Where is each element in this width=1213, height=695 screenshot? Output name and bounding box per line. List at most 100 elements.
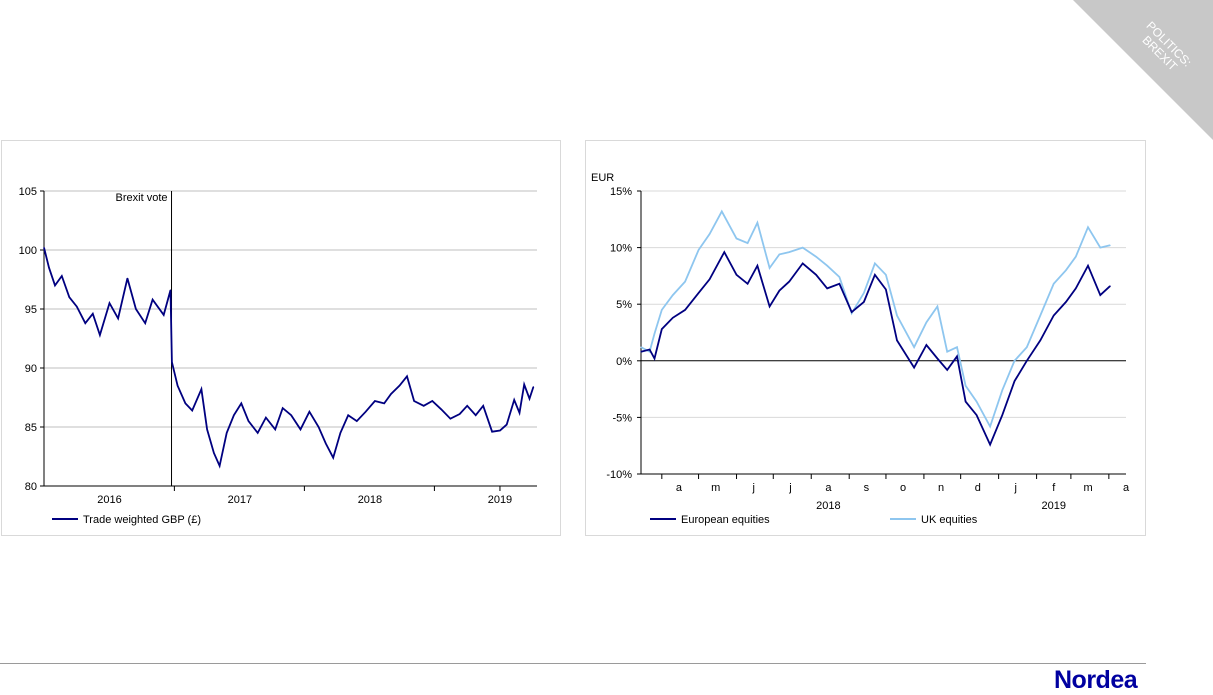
data-point [177,385,179,387]
data-point [815,274,817,276]
x-tick-label: j [751,482,754,494]
data-point [99,334,101,336]
nordea-logo: Nordea [1054,666,1138,694]
data-point [1013,380,1016,382]
data-point [788,281,790,283]
data-point [499,429,501,432]
data-point [885,274,887,276]
data-point [989,444,991,446]
data-point [936,305,938,308]
y-tick-label: 10% [610,243,632,255]
data-point [896,339,898,341]
data-point [356,420,358,422]
data-point [1053,314,1055,317]
data-point [1075,256,1077,258]
gbp-chart-panel: 80 85 90 95 100 105 2016 2017 2018 2019 Brexit vot… [1,140,561,536]
y-tick-label: 5% [616,299,632,311]
data-point [532,386,535,388]
data-point [491,431,493,433]
legend-label: Trade weighted GBP (£) [83,514,201,526]
data-point [466,405,468,407]
data-point [925,321,927,323]
data-point [523,383,525,386]
data-point [68,296,70,298]
x-tick-label: 2019 [488,494,512,506]
data-point [169,289,172,291]
gbp-chart: 80 85 90 95 100 105 2016 2017 2018 2019 Brexit vot… [19,186,537,526]
x-tick-label: s [864,482,870,494]
y-tick-label: 80 [25,481,37,493]
data-point [885,288,887,291]
data-point [976,401,978,403]
y-tick-label: 90 [25,363,37,375]
data-point [265,417,267,419]
data-point [76,306,78,308]
data-point [325,442,327,445]
x-tick-label: a [676,482,683,494]
data-point [672,294,674,296]
data-point [698,292,700,294]
data-point [863,292,865,294]
x-tick-label: d [975,482,981,494]
x-tick-label: m [1083,482,1092,494]
data-point [1039,339,1041,341]
data-point [108,302,111,304]
data-point [61,275,63,277]
data-point [1039,314,1041,317]
data-point [54,284,56,286]
data-point [1001,414,1003,416]
data-point [48,267,50,269]
brexit-vote-label: Brexit vote [116,192,168,204]
data-point [1053,283,1055,285]
y-tick-label: 95 [25,304,37,316]
data-point [431,400,433,402]
y-tick-label: 85 [25,422,37,434]
x-tick-label: o [900,482,906,494]
legend-label: UK equities [921,514,978,526]
x-tick-label: 2016 [97,494,121,506]
data-point [721,210,723,212]
series-line-uk-equities [640,209,1111,429]
data-point [406,375,408,377]
data-point [257,432,259,434]
data-point [1087,226,1089,228]
data-point [200,388,202,390]
data-point [976,414,978,416]
data-point [936,357,938,360]
data-point [1087,265,1089,267]
data-point [144,322,146,324]
data-point [698,249,700,251]
data-point [318,426,320,428]
x-tick-label: 2018 [358,494,382,506]
data-point [778,253,780,255]
ribbon-triangle [1073,0,1213,140]
data-point [339,432,341,434]
data-point [1099,247,1101,249]
data-point [440,408,442,410]
data-point [43,247,45,249]
data-point [769,305,771,308]
footer-divider [0,663,1146,664]
data-point [788,251,790,253]
data-point [92,313,94,315]
data-point [874,262,876,264]
corner-ribbon: POLITICS: BREXIT [1073,0,1213,140]
data-point [826,265,828,267]
data-point [756,222,758,224]
data-point [332,457,334,459]
data-point [152,299,154,301]
data-point [171,361,173,363]
data-point [965,401,967,403]
data-point [735,237,738,240]
data-point [308,411,310,413]
x-tick-label: j [788,482,791,494]
data-point [459,413,461,415]
data-point [290,414,292,416]
data-point [838,283,840,285]
data-point [126,277,128,279]
data-point [661,309,663,311]
data-point [84,322,86,324]
legend-label: European equities [681,514,770,526]
x-tick-label: a [825,482,832,494]
y-tick-label: 105 [19,186,37,198]
